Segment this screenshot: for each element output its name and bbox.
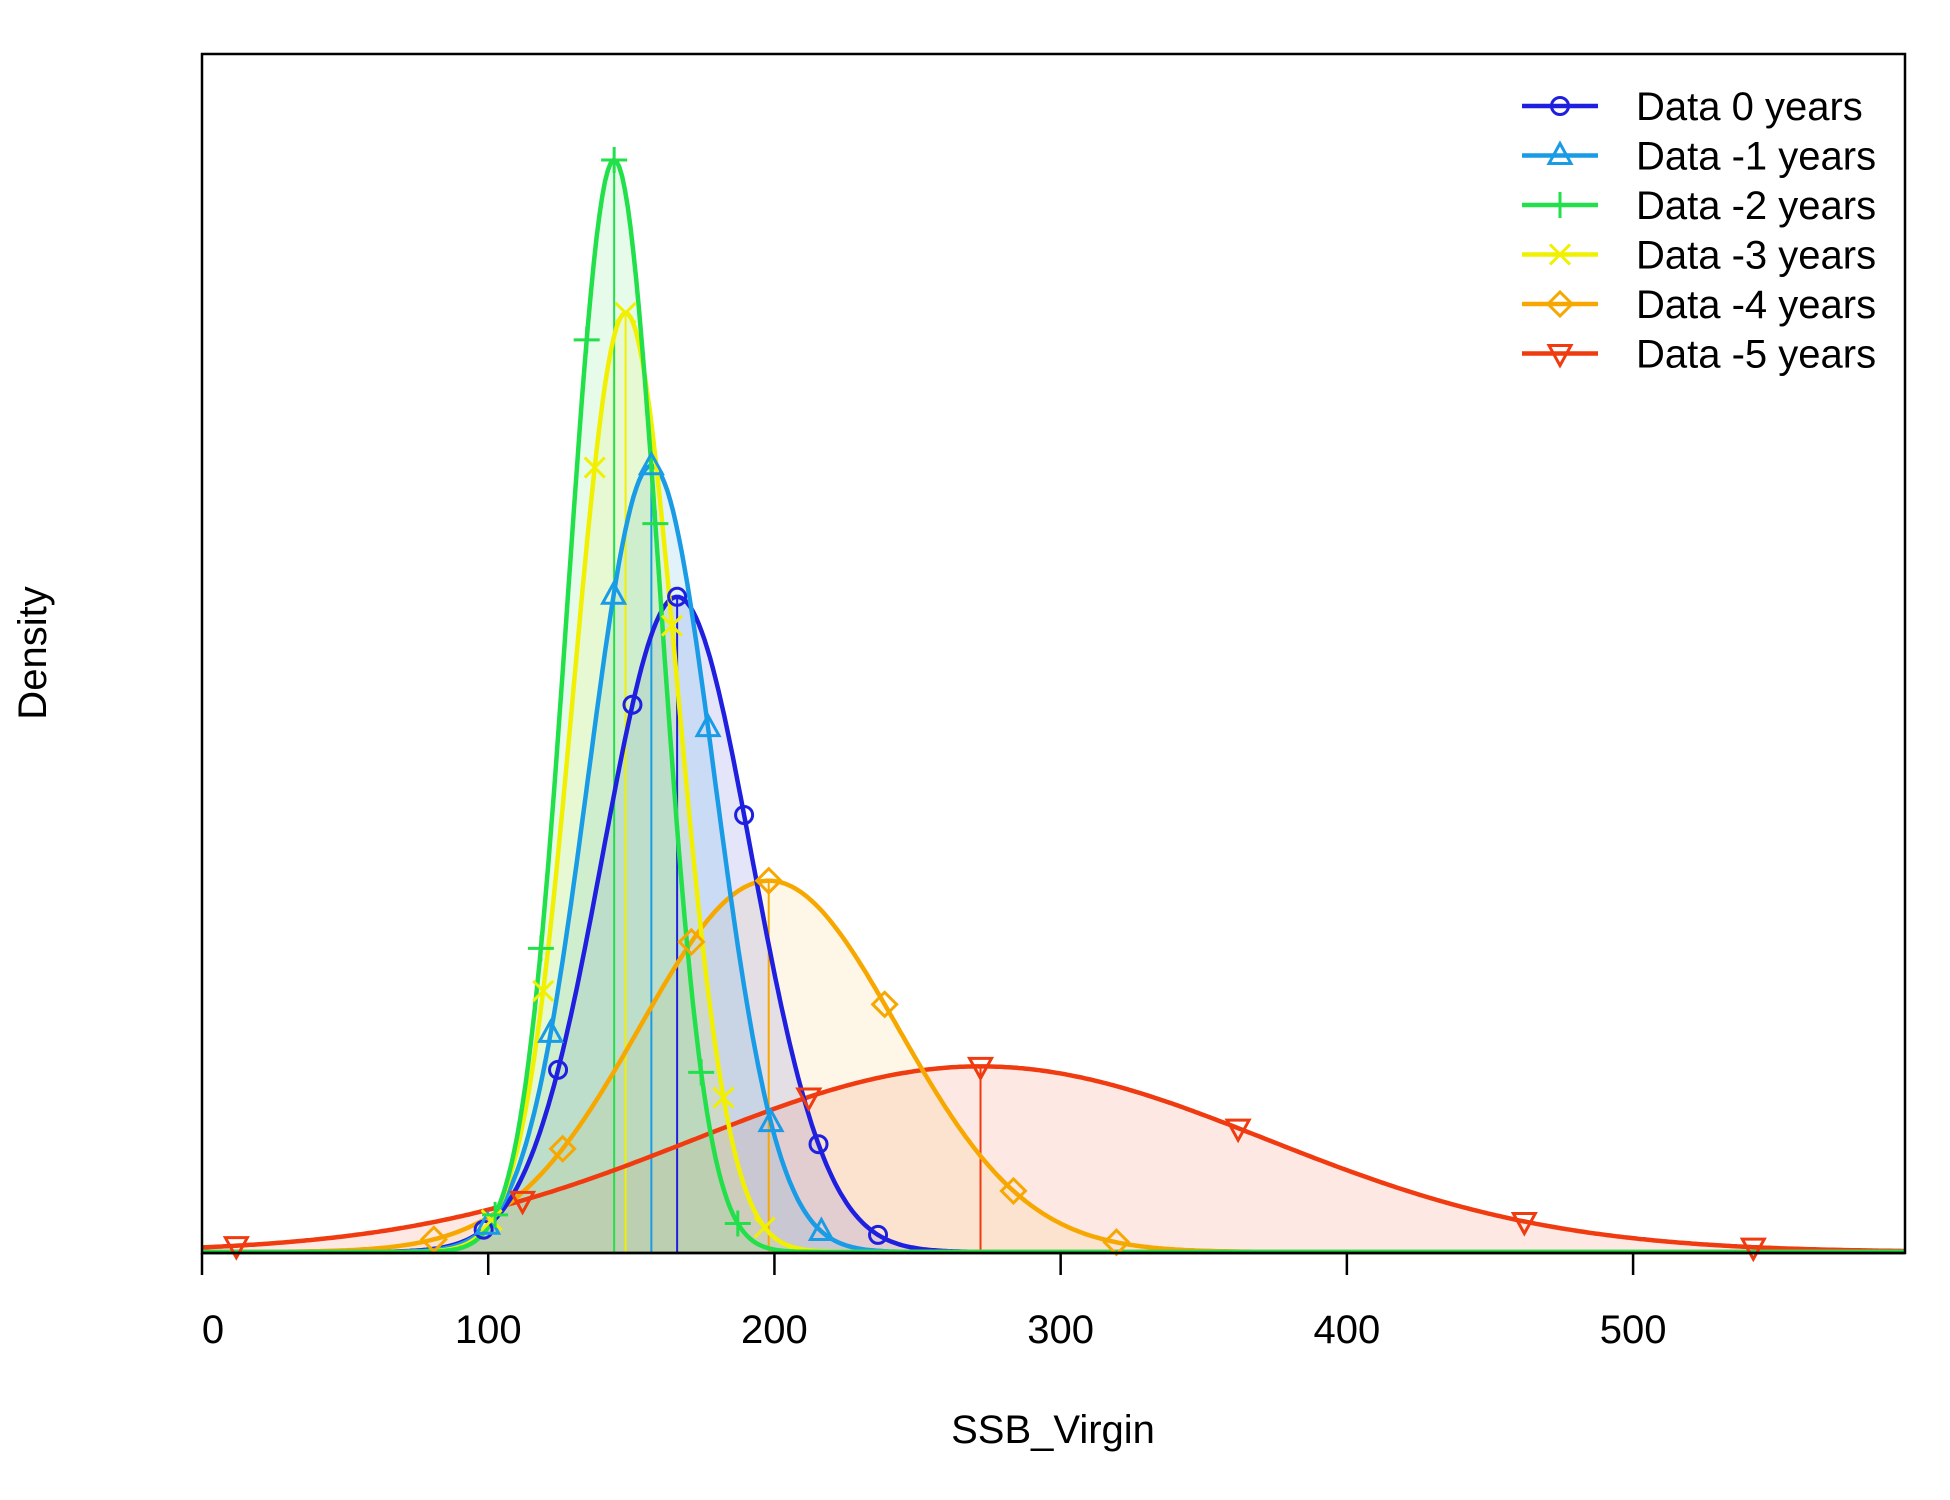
y-axis-title: Density (11, 586, 55, 719)
x-tick-label: 300 (1027, 1308, 1094, 1352)
series-0-marker (667, 586, 688, 607)
legend-label: Data -1 years (1636, 135, 1876, 179)
legend-entry: Data 0 years (1522, 85, 1863, 129)
legend-label: Data -4 years (1636, 283, 1876, 327)
x-tick-label: 200 (741, 1308, 808, 1352)
series-4-marker (754, 866, 783, 895)
series-1-marker (600, 580, 628, 605)
series-0-marker (734, 804, 755, 825)
series-3-marker (614, 301, 637, 324)
legend: Data 0 years Data -1 years Data -2 years Da… (1522, 85, 1876, 377)
x-tick-label: 500 (1600, 1308, 1667, 1352)
series-3-marker (753, 1216, 776, 1239)
series-0-marker (868, 1224, 889, 1245)
series-1-fill (202, 465, 1905, 1252)
series-4-marker (870, 990, 899, 1019)
series-4-marker (419, 1225, 448, 1254)
legend-label: Data -2 years (1636, 184, 1876, 228)
legend-entry: Data -4 years (1522, 283, 1876, 327)
series-0-fill (202, 596, 1905, 1252)
legend-marker (1546, 140, 1574, 165)
x-axis: 0 100 200 300 400 500 (200, 1251, 1905, 1352)
legend-label: Data 0 years (1636, 85, 1863, 129)
x-tick-label: 0 (202, 1308, 224, 1352)
series-2-marker (642, 510, 669, 537)
x-tick-label: 400 (1313, 1308, 1380, 1352)
series-0-marker (548, 1059, 569, 1080)
series-2-marker (724, 1210, 751, 1237)
series-5-marker (1224, 1118, 1252, 1144)
series-4-marker (548, 1134, 577, 1163)
series-3-fill (202, 313, 1905, 1252)
series-2-marker (482, 1201, 509, 1228)
series-4-marker (1102, 1228, 1131, 1257)
density-fills (202, 160, 1905, 1253)
series-1-marker (807, 1216, 835, 1241)
legend-entry: Data -5 years (1522, 333, 1876, 377)
legend-entry: Data -1 years (1522, 135, 1876, 179)
legend-marker (1548, 243, 1572, 266)
series-4-fill (202, 880, 1905, 1252)
series-5-marker (222, 1236, 250, 1261)
series-4-marker (999, 1176, 1028, 1206)
series-0-marker (808, 1134, 829, 1155)
series-2-marker (601, 147, 628, 173)
series-2-marker (527, 935, 554, 962)
series-1-marker (757, 1107, 785, 1133)
series-3-marker (712, 1086, 735, 1109)
series-5-fill (202, 1066, 1905, 1252)
legend-marker (1545, 289, 1575, 319)
series-2-marker (573, 326, 600, 353)
series-4-marker (677, 927, 706, 957)
series-1-marker (637, 450, 665, 476)
series-5-marker (509, 1190, 537, 1216)
legend-marker (1547, 192, 1573, 218)
series-5-curve (201, 1064, 1905, 1254)
series-3-marker (532, 979, 555, 1002)
series-0-marker (622, 694, 643, 715)
series-5-marker (1510, 1211, 1538, 1237)
legend-marker (1546, 344, 1574, 369)
curve-markers (222, 147, 1767, 1263)
series-3-marker (660, 614, 684, 637)
legend-marker (1550, 96, 1570, 116)
series-3-marker (583, 456, 606, 479)
x-axis-title: SSB_Virgin (951, 1408, 1155, 1452)
series-2-marker (688, 1059, 715, 1086)
legend-label: Data -5 years (1636, 333, 1876, 377)
series-5-marker (795, 1087, 823, 1113)
series-1-marker (537, 1018, 565, 1043)
x-tick-label: 100 (455, 1308, 522, 1352)
legend-entry: Data -3 years (1522, 234, 1876, 278)
legend-label: Data -3 years (1636, 234, 1876, 278)
series-1-marker (694, 712, 722, 738)
series-5-marker (966, 1056, 995, 1082)
series-2-fill (202, 160, 1905, 1253)
series-5-marker (1739, 1237, 1767, 1263)
legend-entry: Data -2 years (1522, 184, 1876, 228)
